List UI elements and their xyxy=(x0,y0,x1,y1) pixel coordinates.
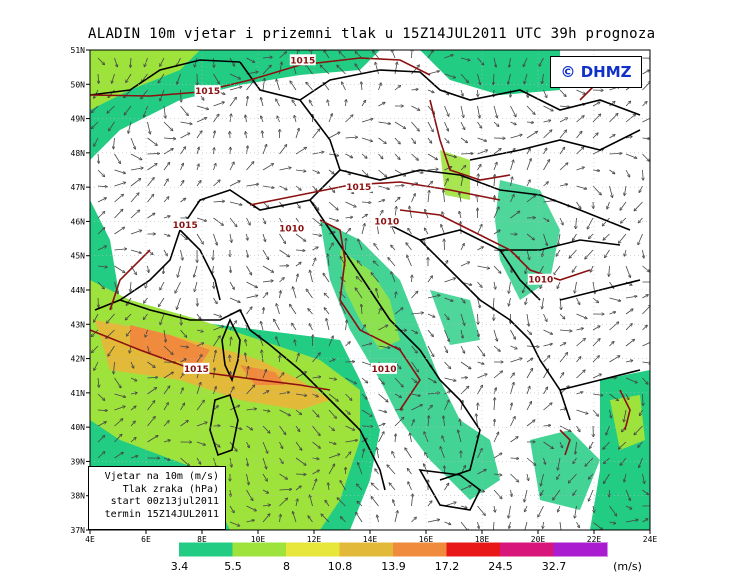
lat-tick-label: 42N xyxy=(71,355,86,364)
lat-tick-label: 44N xyxy=(71,286,86,295)
colorbar-swatch xyxy=(607,543,661,556)
lat-tick-label: 50N xyxy=(71,80,86,89)
lon-tick-label: 14E xyxy=(363,535,378,544)
colorbar-swatch xyxy=(232,542,287,557)
colorbar-swatch xyxy=(126,543,180,556)
colorbar-label: 13.9 xyxy=(381,560,406,573)
lat-tick-label: 37N xyxy=(71,526,86,535)
lat-tick-label: 46N xyxy=(71,217,86,226)
longitude-ticks: 4E 6E 8E 10E 12E 14E 16E 18E 20E 22E 24E xyxy=(85,530,657,544)
colorbar-label: 32.7 xyxy=(542,560,567,573)
map-title: ALADIN 10m vjetar i prizemni tlak u 15Z1… xyxy=(88,26,656,42)
lon-tick-label: 16E xyxy=(419,535,434,544)
lon-tick-label: 22E xyxy=(587,535,602,544)
colorbar-label: 5.5 xyxy=(224,560,242,573)
lat-tick-label: 43N xyxy=(71,320,86,329)
colorbar-swatch xyxy=(446,542,501,557)
colorbar-label: 10.8 xyxy=(328,560,353,573)
lon-tick-label: 12E xyxy=(307,535,322,544)
lon-tick-label: 6E xyxy=(141,535,151,544)
lat-tick-label: 40N xyxy=(71,423,86,432)
lon-tick-label: 20E xyxy=(531,535,546,544)
isobars xyxy=(90,57,631,456)
isobar-labels: 1015 1015 1015 1015 1010 1010 1010 1015 1010 xyxy=(172,54,554,375)
isobar-label: 1010 xyxy=(279,224,304,234)
lat-tick-label: 41N xyxy=(71,389,86,398)
lat-tick-label: 45N xyxy=(71,252,86,261)
info-line-valid: termin 15Z14JUL2011 xyxy=(104,508,219,520)
colorbar-label: 3.4 xyxy=(171,560,189,573)
isobar-label: 1010 xyxy=(374,217,399,227)
colorbar-swatch xyxy=(500,542,555,557)
colorbar-swatch xyxy=(179,542,234,557)
lon-tick-label: 8E xyxy=(197,535,207,544)
isobar-label: 1015 xyxy=(173,221,198,231)
info-box: Vjetar na 10m (m/s) Tlak zraka (hPa) sta… xyxy=(88,466,226,530)
coastlines-borders xyxy=(90,59,641,511)
lon-tick-label: 18E xyxy=(475,535,490,544)
colorbar-swatch xyxy=(393,542,448,557)
colorbar-label: 17.2 xyxy=(435,560,460,573)
info-line-pressure: Tlak zraka (hPa) xyxy=(122,483,219,495)
lon-tick-label: 4E xyxy=(85,535,95,544)
colorbar-unit: (m/s) xyxy=(613,560,642,573)
colorbar-swatch xyxy=(339,542,394,557)
info-line-start: start 00z13jul2011 xyxy=(110,496,219,507)
colorbar-swatch xyxy=(286,542,341,557)
isobar-label: 1015 xyxy=(290,56,315,66)
lon-tick-label: 10E xyxy=(251,535,266,544)
lat-tick-label: 51N xyxy=(71,46,86,55)
isobar-label: 1015 xyxy=(346,183,371,193)
wind-speed-colorbar: 3.4 5.5 8 10.8 13.9 17.2 24.5 32.7 (m/s) xyxy=(126,542,661,573)
lat-tick-label: 38N xyxy=(71,492,86,501)
isobar-label: 1010 xyxy=(371,365,396,375)
lat-lon-grid xyxy=(90,50,650,530)
colorbar-label: 8 xyxy=(283,560,290,573)
lon-tick-label: 24E xyxy=(643,535,658,544)
colorbar-swatch xyxy=(553,542,608,557)
colorbar-label: 24.5 xyxy=(488,560,513,573)
info-line-wind: Vjetar na 10m (m/s) xyxy=(104,471,219,482)
dhmz-logo: © DHMZ xyxy=(550,56,642,88)
latitude-ticks: 51N 50N 49N 48N 47N 46N 45N 44N 43N 42N 41N 40N 39N 3… xyxy=(71,46,90,535)
isobar-label: 1015 xyxy=(184,365,209,375)
lat-tick-label: 39N xyxy=(71,457,86,466)
isobar-label: 1010 xyxy=(528,276,553,286)
isobar-label: 1015 xyxy=(195,87,220,97)
lat-tick-label: 49N xyxy=(71,115,86,124)
lat-tick-label: 48N xyxy=(71,149,86,158)
lat-tick-label: 47N xyxy=(71,183,86,192)
